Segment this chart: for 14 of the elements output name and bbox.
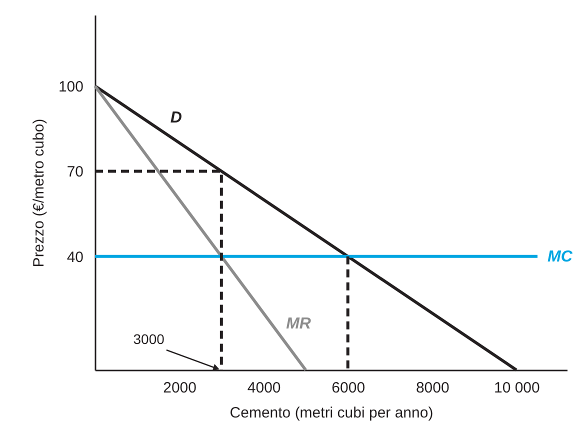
x-tick-label: 6000 [332, 380, 366, 396]
series-label: D [170, 109, 182, 126]
x-tick-label: 10 000 [494, 380, 540, 396]
series-label: MR [286, 315, 312, 332]
y-tick-label: 100 [58, 78, 84, 96]
y-axis-title: Prezzo (€/metro cubo) [30, 118, 48, 268]
annotation: 3000 [133, 331, 165, 347]
x-tick-label: 8000 [416, 380, 450, 396]
x-axis-title: Cemento (metri cubi per anno) [230, 404, 434, 422]
y-tick-label: 70 [66, 164, 84, 181]
series-label: MC [548, 248, 573, 266]
x-tick-label: 2000 [163, 380, 196, 396]
y-tick-label: 40 [66, 248, 84, 266]
x-tick-label: 4000 [247, 380, 281, 396]
